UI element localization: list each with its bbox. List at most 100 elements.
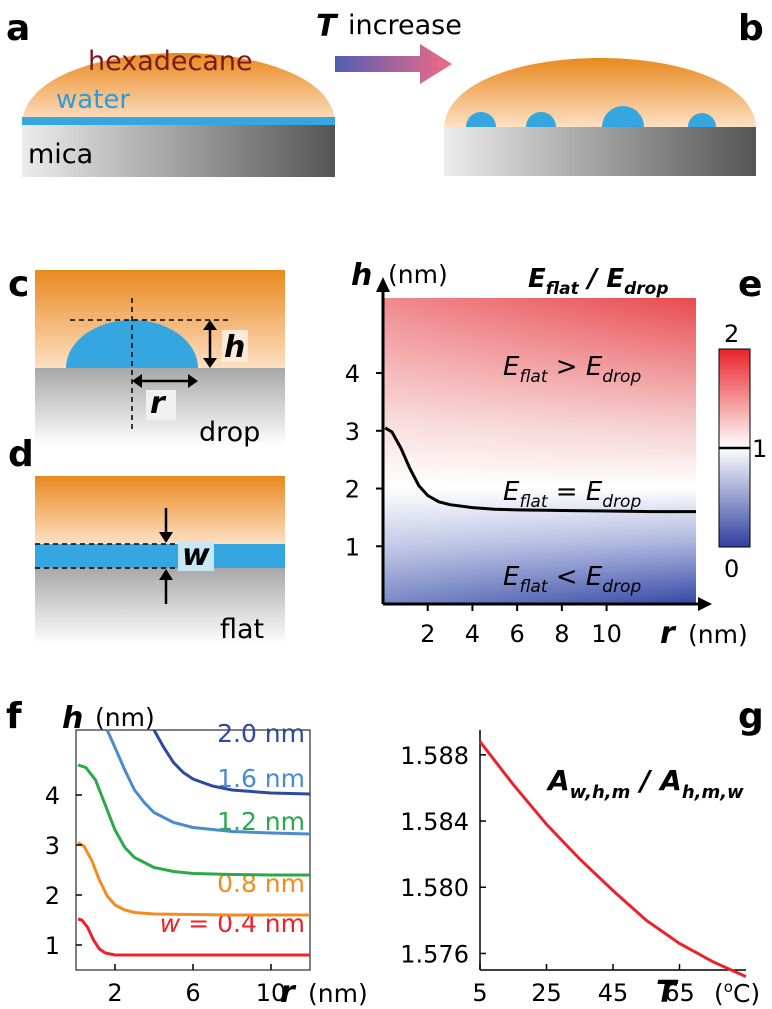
heatmap-title: Eflat / Edrop	[528, 264, 669, 299]
series-line	[77, 917, 310, 957]
drop-h-label: h	[224, 330, 245, 365]
x-tick-label: 5	[472, 979, 487, 1007]
mica-d	[35, 568, 285, 644]
x-tick-label: 25	[531, 979, 562, 1007]
colorbar-tick: 2	[724, 320, 739, 348]
schematic-a	[22, 53, 335, 177]
x-axis-var: r	[280, 975, 297, 1009]
drop-r-label: r	[150, 386, 167, 421]
series-line	[105, 729, 311, 836]
flat-w-label: w	[182, 538, 210, 573]
y-tick-label: 4	[345, 360, 360, 388]
series-label: 1.6 nm	[217, 764, 305, 793]
colorbar: 2 1 0	[718, 320, 767, 583]
schematic-c	[35, 270, 285, 446]
y-tick-label: 1.588	[400, 742, 469, 770]
x-axis-arrowhead	[698, 597, 712, 611]
y-tick-label: 2	[345, 476, 360, 504]
region-label: Eflat < Edrop	[503, 562, 641, 597]
drop-label: drop	[199, 417, 260, 448]
temperature-arrow	[335, 44, 452, 84]
x-axis-unit: (nm)	[308, 979, 368, 1008]
schematic-d	[35, 476, 285, 644]
boundary-curve	[384, 426, 696, 514]
region-label: Eflat > Edrop	[503, 352, 641, 387]
hexadecane-dome	[22, 53, 335, 122]
water-droplet	[466, 112, 496, 127]
x-tick-label: 8	[554, 620, 569, 648]
y-tick-label: 2	[45, 882, 60, 910]
water-droplet	[526, 112, 556, 127]
heatmap-shading	[383, 298, 696, 604]
panel-label-a: a	[6, 8, 30, 49]
water-droplet	[602, 106, 644, 127]
r-arrowhead	[188, 374, 198, 388]
r-arrowhead	[132, 374, 142, 388]
mica-substrate-b	[444, 127, 756, 176]
y-tick-label: 1	[45, 932, 60, 960]
panel-label-c: c	[8, 264, 29, 305]
y-axis-var: h	[351, 258, 372, 293]
y-axis-unit: (nm)	[95, 703, 155, 732]
y-tick-label: 1	[345, 533, 360, 561]
oil-d	[35, 476, 285, 544]
x-tick-label: 6	[510, 620, 525, 648]
h-arrowhead	[203, 358, 217, 368]
series-label: 2.0 nm	[217, 719, 305, 748]
x-tick-label: 2	[420, 620, 435, 648]
x-axis-var: r	[660, 616, 677, 651]
panel-label-e: e	[738, 264, 762, 305]
x-tick-label: 2	[107, 979, 122, 1007]
region-label: Eflat = Edrop	[503, 477, 641, 512]
line-chart-g: 5 25 45 65 1.576 1.580 1.584 1.588 T (oC) Aw,h,m /…	[400, 730, 760, 1009]
x-tick-label: 45	[598, 979, 629, 1007]
r-label-box	[146, 390, 176, 420]
x-tick-label: 4	[465, 620, 480, 648]
flat-label: flat	[220, 614, 264, 645]
y-axis-unit: (nm)	[388, 260, 448, 289]
water-film	[35, 544, 285, 568]
panel-label-d: d	[8, 434, 34, 475]
y-tick-label: 1.580	[400, 874, 469, 902]
x-tick-label: 10	[591, 620, 622, 648]
panel-label-g: g	[738, 696, 764, 737]
water-label: water	[56, 85, 130, 115]
colorbar-tick: 0	[724, 555, 739, 583]
h-arrowhead	[203, 320, 217, 330]
w-arrowhead	[159, 532, 173, 543]
h-label-box	[222, 330, 248, 362]
schematic-b	[444, 58, 756, 176]
hexadecane-label: hexadecane	[88, 46, 253, 77]
series-line	[77, 763, 310, 877]
y-axis-var: h	[62, 701, 83, 736]
chart-title: Aw,h,m / Ah,m,w	[546, 764, 744, 803]
x-axis-unit: (oC)	[714, 978, 760, 1008]
y-tick-label: 1.584	[400, 808, 469, 836]
water-droplet	[688, 113, 716, 127]
w-arrowhead	[159, 569, 173, 580]
mica-substrate	[22, 125, 335, 177]
series-line	[478, 740, 747, 978]
arrow-T-label: T	[316, 9, 339, 44]
line-chart-f: w = 0.4 nm0.8 nm1.2 nm1.6 nm2.0 nm2 6 1012…	[45, 701, 368, 1009]
x-tick-label: 6	[185, 979, 200, 1007]
w-label-box	[178, 541, 214, 571]
y-tick-label: 3	[45, 832, 60, 860]
colorbar-tick: 1	[752, 435, 767, 463]
y-axis-arrowhead	[376, 277, 390, 292]
hexadecane-dome-b	[444, 58, 756, 127]
series-line	[152, 729, 311, 796]
x-tick-label: 65	[664, 979, 695, 1007]
panel-label-b: b	[738, 8, 764, 49]
arrow-increase-label: increase	[348, 10, 462, 41]
x-tick-label: 10	[256, 979, 287, 1007]
mica-label: mica	[28, 139, 93, 170]
panel-label-f: f	[6, 696, 22, 737]
y-tick-label: 4	[45, 782, 60, 810]
y-tick-label: 1.576	[400, 940, 469, 968]
x-axis-var: T	[656, 975, 679, 1009]
x-axis-unit: (nm)	[688, 620, 748, 649]
y-tick-label: 3	[345, 418, 360, 446]
